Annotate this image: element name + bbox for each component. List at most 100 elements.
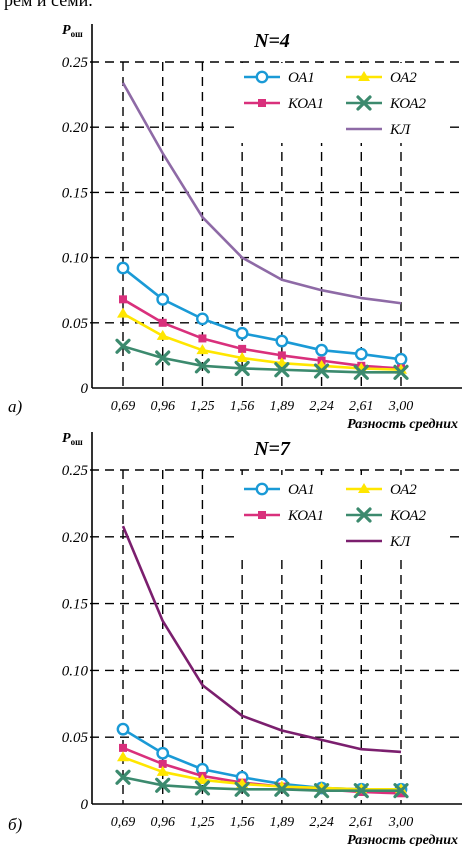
series-line (122, 756, 401, 791)
data-point (235, 326, 249, 340)
y-tick-label: 0.10 (62, 251, 89, 267)
y-tick-label: 0.15 (62, 597, 89, 613)
data-point (158, 759, 167, 768)
data-point (196, 773, 209, 784)
series-КЛ (121, 525, 402, 754)
x-tick-label: 2,61 (349, 399, 374, 414)
series-КОА2 (115, 338, 409, 380)
data-point (115, 769, 131, 785)
data-point (238, 344, 247, 353)
legend-label: ОА1 (288, 70, 315, 86)
data-point (119, 295, 127, 304)
series-КЛ (121, 82, 402, 305)
series-line (122, 776, 401, 792)
legend-label: ОА1 (288, 482, 315, 498)
data-point (116, 261, 130, 275)
x-tick-label: 0,69 (111, 399, 136, 414)
x-axis-label: Разность средних (347, 417, 458, 432)
x-tick-label: 0,96 (150, 815, 175, 830)
data-point (353, 364, 369, 380)
data-point (393, 364, 409, 380)
x-tick-label: 0,96 (150, 399, 175, 414)
series-line (122, 312, 402, 372)
x-tick-label: 1,25 (190, 399, 215, 414)
data-point (119, 743, 127, 752)
y-tick-label: 0.20 (62, 120, 89, 136)
legend-marker (356, 95, 372, 111)
y-tick-label: 0.15 (62, 185, 89, 201)
legend-item: КОА1 (244, 96, 324, 112)
legend-marker (356, 507, 372, 523)
y-tick-label: 0 (81, 381, 89, 397)
chart-panel-2: 0 0.05 0.10 0.15 0.20 0.25 0,69 0,96 1,25 1,56 1,8… (8, 431, 462, 846)
x-tick-label: 1,56 (230, 815, 255, 830)
x-tick-label: 2,61 (349, 815, 374, 830)
data-point (117, 751, 129, 762)
series-line (122, 267, 402, 361)
legend-label: КОА2 (389, 508, 427, 524)
legend-label: КОА1 (287, 508, 324, 524)
data-point (234, 360, 250, 377)
data-point (313, 363, 330, 379)
data-point (117, 307, 129, 318)
x-tick-label: 3,00 (388, 399, 414, 414)
chart-panel-1: 0 0.05 0.10 0.15 0.20 0.25 0,69 0,96 1,25 1,56 1,8… (8, 23, 462, 432)
legend: ОА1 ОА2 КОА1 КОА2 КЛ (236, 475, 448, 555)
series-ОА1 (116, 261, 408, 366)
series-line (122, 345, 401, 374)
data-point (274, 362, 290, 378)
legend-marker (258, 99, 266, 107)
legend-item: ОА2 (346, 70, 417, 86)
y-axis-label: Pош (62, 431, 83, 447)
legend-item: КОА1 (244, 508, 324, 524)
data-point (115, 338, 131, 354)
x-tick-label: 3,00 (388, 815, 414, 830)
series-КОА2 (115, 769, 409, 799)
legend: ОА1 ОА2 КОА1 КОА2 КЛ (236, 63, 448, 143)
data-point (394, 352, 408, 366)
x-tick-label: 0,69 (111, 815, 136, 830)
legend-item: КЛ (346, 122, 411, 138)
series-line (121, 82, 402, 305)
x-tick-label: 2,24 (309, 815, 334, 830)
y-tick-label: 0.25 (62, 463, 89, 479)
legend-marker (358, 483, 370, 493)
data-point (155, 777, 171, 793)
legend-label: КЛ (389, 122, 411, 138)
data-point (194, 358, 211, 374)
legend-label: КОА2 (389, 96, 427, 112)
legend-label: ОА2 (390, 70, 417, 86)
data-point (236, 352, 249, 363)
y-tick-label: 0.10 (62, 663, 89, 679)
data-point (353, 783, 369, 799)
data-point (313, 783, 330, 799)
y-tick-label: 0.05 (62, 730, 89, 746)
legend-marker (358, 71, 370, 81)
y-tick-label: 0.25 (62, 55, 89, 71)
page-text-fragment: рем и семи. (4, 0, 93, 10)
data-point (393, 783, 409, 799)
data-point (198, 334, 207, 343)
legend-marker (255, 70, 269, 84)
x-tick-label: 2,24 (309, 399, 334, 414)
chart-title: N=4 (253, 30, 290, 52)
data-point (354, 347, 368, 361)
y-tick-label: 0 (81, 797, 89, 813)
x-axis-label: Разность средних (347, 833, 458, 846)
data-point (274, 781, 290, 797)
data-point (155, 350, 171, 366)
y-axis-label: Pош (62, 23, 83, 39)
data-point (397, 789, 405, 798)
y-tick-label: 0.05 (62, 316, 89, 332)
panel-label: а) (8, 397, 23, 416)
legend-item: КОА2 (346, 507, 427, 524)
data-point (156, 746, 170, 760)
legend-label: КОА1 (287, 96, 324, 112)
series-line (121, 525, 402, 754)
data-point (277, 351, 286, 360)
legend-marker (258, 511, 266, 519)
data-point (234, 781, 250, 797)
data-point (194, 780, 211, 796)
data-point (156, 329, 169, 340)
